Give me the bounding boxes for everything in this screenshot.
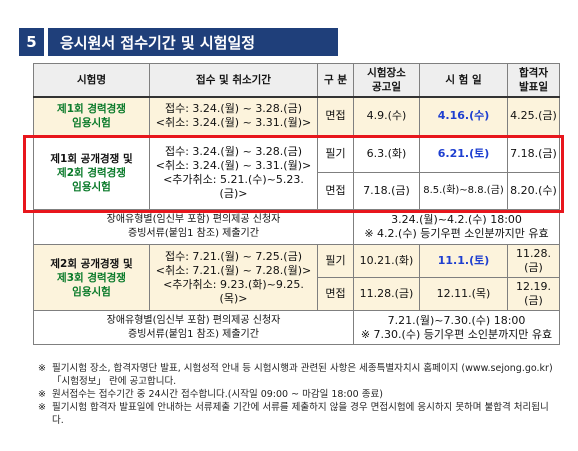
result-cell: 4.25.(금) — [507, 96, 560, 136]
exam-date-cell: 4.16.(수) — [419, 96, 508, 136]
exam-date-cell: 12.11.(목) — [419, 277, 508, 311]
exam-date-cell: 8.5.(화)~8.8.(금) — [419, 172, 508, 210]
col-header-period: 접수 및 취소기간 — [149, 63, 318, 98]
notice-cell: 11.28.(금) — [353, 277, 420, 311]
accommodation-label-cell: 장애유형별(임신부 포함) 편의제공 신청자 증빙서류(붙임1 참조) 제출기간 — [33, 310, 354, 345]
note-item: ※ 필기시험 합격자 발표일에 안내하는 서류제출 기간에 서류를 제출하지 않… — [38, 402, 549, 426]
notice-cell: 4.9.(수) — [353, 96, 420, 136]
col-header-type: 구 분 — [317, 63, 354, 98]
notice-cell: 7.18.(금) — [353, 172, 420, 210]
type-cell: 필기 — [317, 244, 354, 278]
table-row: 제2회 공개경쟁 및 제3회 경력경쟁 임용시험 접수: 7.21.(월) ~ … — [33, 244, 560, 311]
exam-date-cell: 6.21.(토) — [419, 135, 508, 173]
note-item: ※ 필기시험 장소, 합격자명단 발표, 시험성적 안내 등 시험시행과 관련된… — [38, 363, 553, 387]
type-cell: 면접 — [317, 172, 354, 210]
exam-name-cell: 제2회 공개경쟁 및 제3회 경력경쟁 임용시험 — [33, 244, 150, 311]
notice-cell: 6.3.(화) — [353, 135, 420, 173]
col-header-exam-date: 시 험 일 — [419, 63, 508, 98]
col-header-exam-name: 시험명 — [33, 63, 150, 98]
result-cell: 12.19.(금) — [507, 277, 560, 311]
table-row: 제1회 공개경쟁 및 제2회 경력경쟁 임용시험 접수: 3.24.(월) ~ … — [33, 135, 560, 210]
schedule-table: 시험명 접수 및 취소기간 구 분 시험장소 공고일 시 험 일 합격자 발표일… — [33, 63, 560, 345]
exam-name-cell: 제1회 경력경쟁 임용시험 — [33, 96, 150, 136]
period-cell: 접수: 7.21.(월) ~ 7.25.(금) <취소: 7.21.(월) ~ … — [149, 244, 318, 311]
table-row: 장애유형별(임신부 포함) 편의제공 신청자 증빙서류(붙임1 참조) 제출기간… — [33, 310, 560, 345]
exam-name-cell: 제1회 공개경쟁 및 제2회 경력경쟁 임용시험 — [33, 135, 150, 210]
type-cell: 면접 — [317, 96, 354, 136]
col-header-result: 합격자 발표일 — [507, 63, 560, 98]
type-cell: 필기 — [317, 135, 354, 173]
notes: ※ 필기시험 장소, 합격자명단 발표, 시험성적 안내 등 시험시행과 관련된… — [38, 362, 558, 427]
period-cell: 접수: 3.24.(월) ~ 3.28.(금) <취소: 3.24.(월) ~ … — [149, 135, 318, 210]
accommodation-label-cell: 장애유형별(임신부 포함) 편의제공 신청자 증빙서류(붙임1 참조) 제출기간 — [33, 209, 354, 245]
notice-cell: 10.21.(화) — [353, 244, 420, 278]
section-header: 5 응시원서 접수기간 및 시험일정 — [19, 28, 338, 56]
exam-date-cell: 11.1.(토) — [419, 244, 508, 278]
col-header-notice: 시험장소 공고일 — [353, 63, 420, 98]
type-cell: 면접 — [317, 277, 354, 311]
section-number: 5 — [19, 28, 44, 56]
result-cell: 7.18.(금) — [507, 135, 560, 173]
period-cell: 접수: 3.24.(월) ~ 3.28.(금) <취소: 3.24.(월) ~ … — [149, 96, 318, 136]
section-title: 응시원서 접수기간 및 시험일정 — [48, 28, 338, 56]
table-row: 면접 7.18.(금) 8.5.(화)~8.8.(금) 8.20.(수) — [34, 172, 560, 210]
result-cell: 11.28.(금) — [507, 244, 560, 278]
table-row: 제1회 경력경쟁 임용시험 접수: 3.24.(월) ~ 3.28.(금) <취… — [33, 96, 560, 136]
note-item: ※ 원서접수는 접수기간 중 24시간 접수합니다.(시작일 09:00 ~ 마… — [38, 389, 383, 400]
accommodation-period-cell: 7.21.(월)~7.30.(수) 18:00 ※ 7.30.(수) 등기우편 … — [353, 310, 560, 345]
table-row: 장애유형별(임신부 포함) 편의제공 신청자 증빙서류(붙임1 참조) 제출기간… — [33, 209, 560, 245]
result-cell: 8.20.(수) — [507, 172, 560, 210]
accommodation-period-cell: 3.24.(월)~4.2.(수) 18:00 ※ 4.2.(수) 등기우편 소인… — [353, 209, 560, 245]
